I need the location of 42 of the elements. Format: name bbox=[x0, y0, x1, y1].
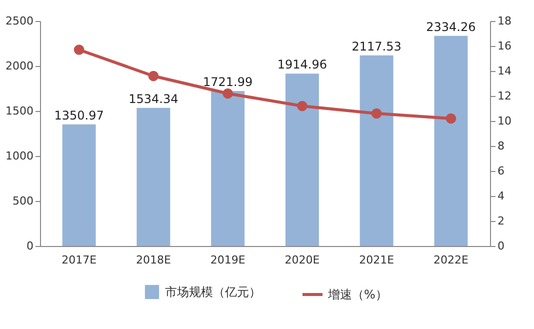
y-tick-label: 500 bbox=[12, 194, 34, 208]
y-tick-label: 2000 bbox=[6, 60, 34, 72]
y2-tick-label: 2 bbox=[498, 214, 504, 228]
y2-tick-label: 4 bbox=[498, 190, 504, 202]
y2-tick-label: 0 bbox=[498, 240, 504, 252]
x-tick-label: 2017E bbox=[62, 254, 97, 266]
y2-tick-label: 12 bbox=[498, 90, 512, 102]
x-tick-label: 2018E bbox=[136, 254, 171, 266]
point bbox=[222, 88, 233, 99]
y-tick-label: 2500 bbox=[6, 14, 34, 28]
bar bbox=[360, 55, 394, 246]
y2-tick-label: 8 bbox=[498, 140, 504, 152]
point bbox=[297, 100, 308, 112]
y2-tick-label: 16 bbox=[498, 40, 512, 52]
y2-tick-label: 18 bbox=[498, 14, 512, 28]
y2-tick-label: 14 bbox=[498, 64, 512, 78]
bar bbox=[136, 108, 170, 246]
y2-tick-label: 6 bbox=[498, 164, 504, 178]
y2-tick-label: 10 bbox=[498, 114, 512, 128]
y-tick-label: 1500 bbox=[6, 104, 34, 118]
data-label: 2334.26 bbox=[426, 20, 476, 34]
x-tick-label: 2019E bbox=[210, 254, 246, 266]
x-tick-label: 2020E bbox=[284, 254, 320, 266]
legend-label: 增速（%） bbox=[327, 288, 388, 302]
data-label: 1350.97 bbox=[54, 108, 104, 122]
data-label: 1721.99 bbox=[202, 75, 253, 90]
data-label: 1534.34 bbox=[128, 92, 178, 106]
legend-label: 市场规模（亿元） bbox=[165, 285, 261, 299]
bar bbox=[211, 91, 245, 246]
point bbox=[371, 108, 382, 119]
data-label: 2117.53 bbox=[352, 39, 402, 54]
point bbox=[446, 113, 456, 124]
bar bbox=[285, 74, 319, 246]
y-tick-label: 0 bbox=[26, 240, 34, 252]
data-label: 1914.96 bbox=[277, 58, 328, 72]
x-tick-label: 2021E bbox=[359, 254, 394, 266]
bar bbox=[434, 36, 468, 246]
x-tick-label: 2022E bbox=[433, 254, 468, 266]
point bbox=[74, 44, 84, 55]
bar bbox=[62, 124, 96, 246]
point bbox=[148, 70, 159, 82]
y-tick-label: 1000 bbox=[6, 150, 34, 162]
